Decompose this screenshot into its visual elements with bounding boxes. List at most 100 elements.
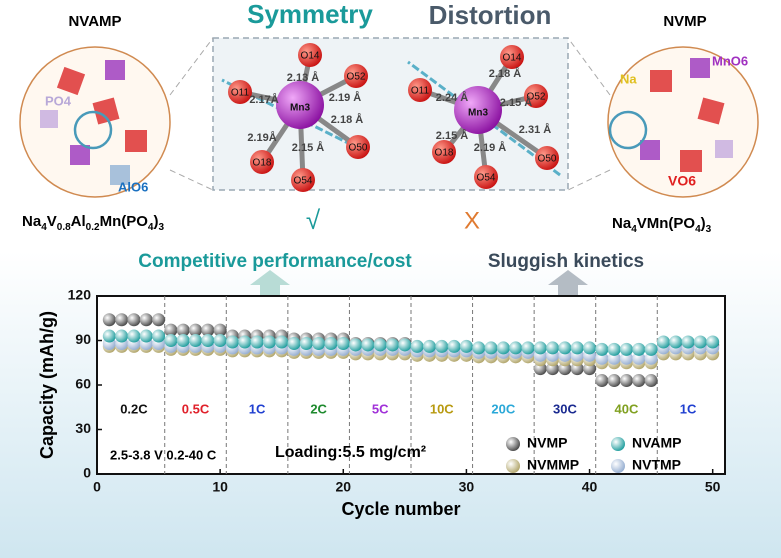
point [472,341,486,355]
point [706,335,720,349]
formula-part: Mn(PO [100,213,149,230]
rate-label: 2C [310,401,327,416]
zoom-line [169,37,214,96]
point [558,341,572,355]
point [139,313,153,327]
point [201,323,215,337]
formula-part: 4 [148,222,154,233]
rate-label: 1C [680,401,697,416]
distortion: Distortion [429,0,552,30]
rate-label: 10C [430,401,454,416]
point [632,342,646,356]
point [607,351,621,365]
legend-label: NVMP [527,435,567,451]
point [583,341,597,355]
point [336,336,350,350]
point [496,341,510,355]
formula-part: 4 [695,224,701,235]
tag: VO6 [668,173,696,189]
o-atom [344,64,368,88]
formula-part: V [47,213,57,230]
zoom-line [567,169,611,191]
y-axis-label: Capacity (mAh/g) [37,311,57,459]
point [102,329,116,343]
atom-label: O54 [294,176,313,187]
point [595,351,609,365]
atom-label: O14 [301,51,320,62]
o-atom [500,45,524,69]
arrow [548,270,588,298]
point [102,313,116,327]
formula-part: 3 [706,224,712,235]
check: √ [306,205,321,235]
point [312,336,326,350]
point [632,351,646,365]
legend-marker [506,437,520,451]
point [619,374,633,388]
distance: 2.19Å [247,131,276,144]
distance: 2.19 Å [474,141,506,154]
point [250,335,264,349]
point [152,313,166,327]
o-atom [524,84,548,108]
crystal-decor [40,58,733,185]
left-label: NVAMP [68,13,121,30]
o-atom [228,80,252,104]
point [115,313,129,327]
tag: PO4 [45,93,72,108]
distance: 2.15 Å [436,129,468,142]
x-tick-label: 50 [705,479,721,495]
point [238,335,252,349]
crystal-left [19,46,171,198]
point [164,334,178,347]
point [669,335,683,349]
point [484,341,498,355]
point [644,342,658,356]
point [176,334,190,347]
point [570,362,584,376]
point [619,351,633,365]
point [546,362,560,376]
atom-label: O18 [253,158,272,169]
point [583,362,597,376]
point [164,323,178,337]
point [139,329,153,343]
point [176,323,190,337]
point [607,374,621,388]
arrow [250,270,290,298]
y-tick-label: 90 [75,331,91,347]
distance: 2.18 Å [489,67,521,80]
point [632,374,646,388]
formula-part: VMn(PO [637,215,696,232]
x-tick-label: 40 [582,479,598,495]
o-atom [535,146,559,170]
formula-part: 0.8 [57,222,71,233]
distance: 2.24 Å [436,91,468,104]
rate-label: 5C [372,401,389,416]
atom-label: O11 [411,86,430,97]
o-atom [432,140,456,164]
point [644,374,658,388]
point [189,323,203,337]
right-result: Sluggish kinetics [488,251,644,272]
point [558,362,572,376]
point [361,338,375,352]
point [115,329,129,343]
right-label: NVMP [663,13,706,30]
distance: 2.31 Å [519,123,551,136]
point [656,335,670,349]
distance: 2.15 Å [500,96,532,109]
point [693,335,707,349]
y-tick-label: 120 [68,287,92,303]
zoom-line [567,37,611,96]
point [410,339,424,353]
y-tick-label: 0 [83,465,91,481]
x-tick-label: 10 [212,479,228,495]
x-tick-label: 30 [459,479,475,495]
chart: 0.2C 0.5C 1C 2C 5C 10C 20C 30C 40C 1C 0 30 60 90 120 0 1… [37,287,726,519]
x-tick-label: 20 [335,479,351,495]
legend-marker [611,437,625,451]
y-tick-label: 60 [75,376,91,392]
mn-atom [454,86,502,134]
rate-label: 20C [491,401,515,416]
